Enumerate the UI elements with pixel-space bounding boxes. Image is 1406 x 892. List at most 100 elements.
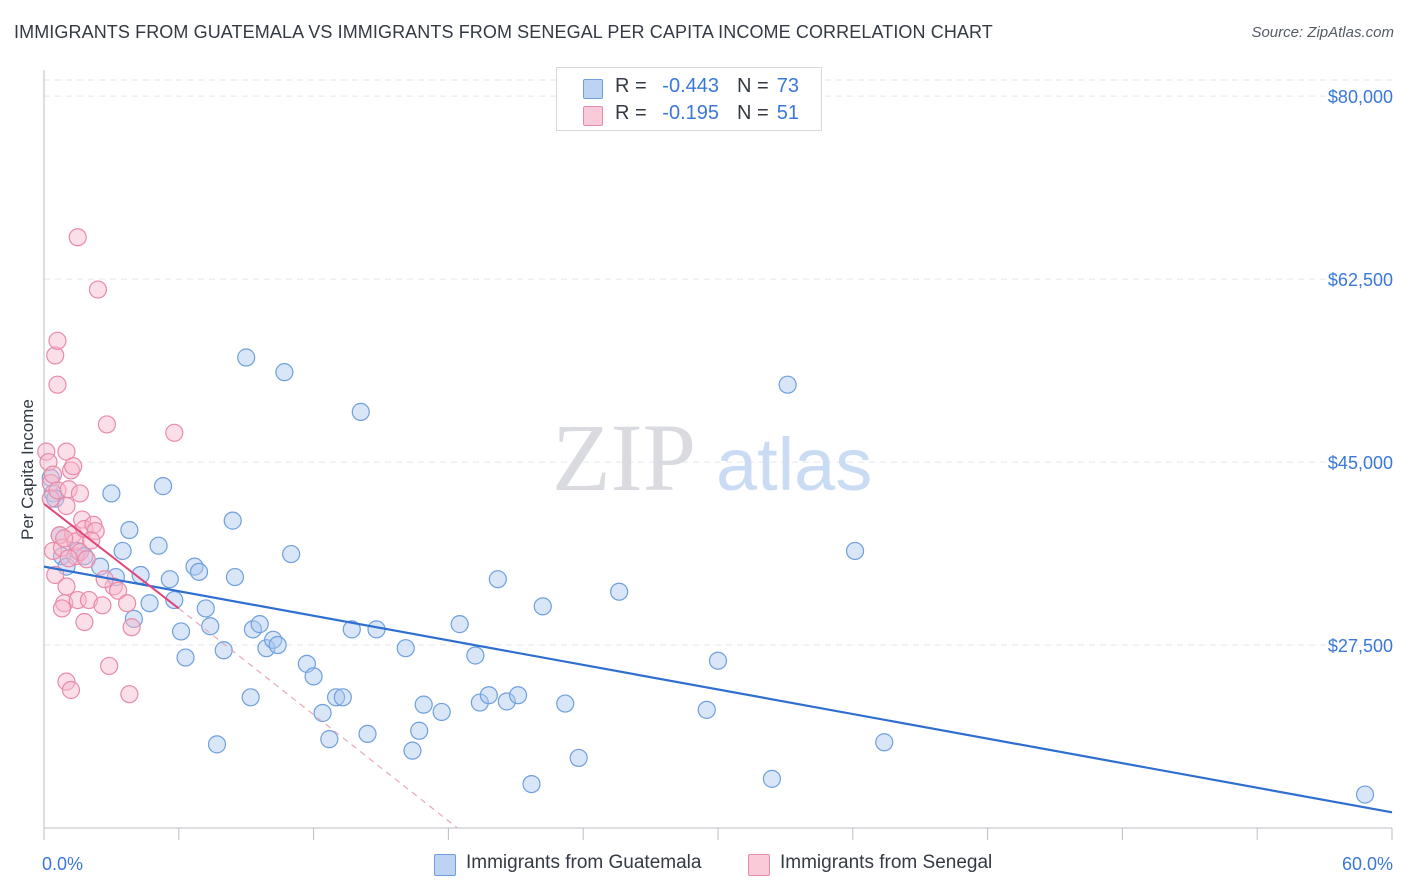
watermark-atlas: atlas [716,423,872,506]
bottom-legend-swatch-blue [434,854,456,876]
bottom-legend-label: Immigrants from Guatemala [466,852,702,873]
legend-r-label: R = [615,75,647,97]
senegal-point-44 [55,529,74,548]
senegal-point-40 [122,618,141,637]
y-tick-label-1: $45,000 [1328,453,1393,473]
source-label: Source: ZipAtlas.com [1251,24,1394,41]
senegal-point-24 [66,532,85,551]
guatemala-point-41 [320,730,339,749]
guatemala-point-19 [171,622,191,641]
guatemala-point-25 [207,735,227,754]
trend-lines [43,503,1393,829]
guatemala-point-69 [845,541,865,561]
legend-n-label: N = [737,75,769,97]
series-senegal-points [37,228,184,704]
series-guatemala-points [41,348,1375,804]
guatemala-point-63 [569,748,588,768]
senegal-point-42 [59,549,78,568]
guatemala-point-51 [414,695,433,714]
senegal-point-22 [57,442,76,461]
senegal-point-45 [77,550,96,569]
senegal-point-49 [57,577,76,596]
bottom-legend-swatch-pink [748,854,770,876]
senegal-point-26 [75,612,94,632]
senegal-point-28 [70,542,90,562]
y-tick-labels: $27,500 $45,000 $62,500 $80,000 [1328,87,1393,656]
guatemala-point-29 [237,348,256,367]
guatemala-point-23 [196,599,215,618]
x-tick-label-max: 60.0% [1342,854,1393,874]
senegal-point-33 [93,596,112,615]
senegal-point-5 [46,565,65,585]
guatemala-point-15 [149,536,168,555]
guatemala-point-66 [708,651,728,670]
legend-n-value: 73 [776,75,799,97]
senegal-point-35 [100,656,119,676]
guatemala-point-53 [450,615,469,634]
senegal-point-43 [64,457,83,476]
guatemala-point-49 [403,741,422,760]
senegal-point-7 [46,346,65,365]
legend-swatch-blue [583,79,603,99]
guatemala-point-40 [313,703,332,723]
guatemala-point-54 [466,646,485,665]
guatemala-point-37 [282,544,301,564]
guatemala-point-48 [396,639,415,658]
legend-n-label: N = [737,102,769,124]
x-tick-labels: 0.0% 60.0% [42,854,1393,874]
senegal-point-38 [118,594,137,613]
legend-n-value: 51 [776,102,799,124]
legend-r-value: -0.443 [662,75,719,97]
guatemala-point-39 [304,667,323,686]
senegal-point-23 [68,228,87,247]
guatemala-point-24 [201,617,220,636]
guatemala-point-56 [479,686,498,705]
guatemala-point-17 [160,570,179,589]
guatemala-point-43 [333,688,352,707]
senegal-point-34 [97,415,117,434]
senegal-point-41 [165,423,184,442]
legend-row-guatemala: R = -0.443 N = 73 [557,75,821,103]
y-tick-label-3: $80,000 [1328,87,1393,107]
senegal-point-9 [48,375,67,394]
senegal-point-31 [86,521,105,541]
guatemala-point-18 [165,590,184,610]
senegal-point-39 [120,685,139,704]
watermark: ZIP atlas [552,404,872,511]
legend-row-senegal: R = -0.195 N = 51 [557,102,821,130]
y-tick-label-0: $27,500 [1328,636,1393,656]
guatemala-point-11 [113,541,132,561]
guatemala-point-28 [225,567,245,587]
guatemala-point-42 [326,688,346,707]
guatemala-point-46 [358,724,377,744]
bottom-legend-label: Immigrants from Senegal [780,852,993,873]
guatemala-point-45 [351,402,370,421]
guatemala-point-61 [533,597,552,616]
guatemala-point-57 [488,570,507,589]
legend-r-value: -0.195 [662,102,719,124]
guatemala-point-62 [556,694,575,713]
x-tick-label-min: 0.0% [42,854,83,874]
chart-title: IMMIGRANTS FROM GUATEMALA VS IMMIGRANTS … [14,22,993,42]
guatemala-point-10 [120,520,139,540]
guatemala-point-30 [241,688,260,707]
guatemala-point-20 [176,648,195,667]
guatemala-point-22 [189,562,209,581]
guatemala-point-52 [432,702,451,722]
senegal-point-16 [57,496,76,516]
guatemala-point-60 [522,774,541,794]
guatemala-point-68 [778,375,797,394]
guatemala-point-27 [223,511,242,530]
guatemala-point-9 [102,484,121,503]
correlation-legend: R = -0.443 N = 73 R = -0.195 N = 51 [556,67,822,131]
watermark-zip: ZIP [552,404,696,511]
guatemala-point-70 [875,733,894,752]
guatemala-point-32 [250,615,269,634]
axes [43,70,1393,840]
guatemala-point-67 [762,769,782,788]
senegal-point-15 [61,680,81,700]
guatemala-point-44 [342,620,361,639]
senegal-point-20 [70,484,90,503]
legend-r-label: R = [615,102,647,124]
